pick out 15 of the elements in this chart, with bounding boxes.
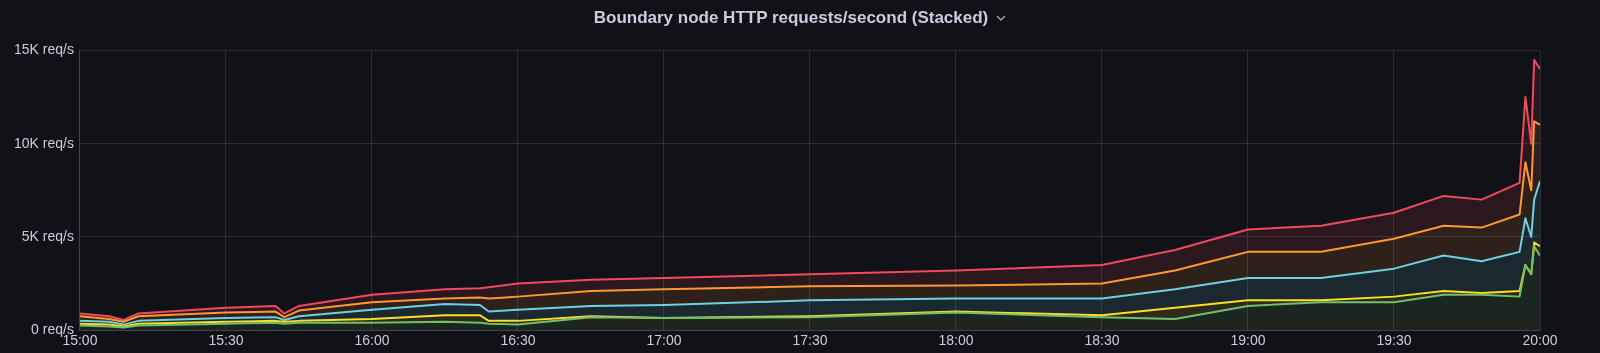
x-tick-label: 15:30: [208, 332, 244, 349]
x-tick-label: 19:00: [1230, 332, 1266, 349]
x-tick-label: 17:00: [646, 332, 682, 349]
x-tick-label: 18:30: [1084, 332, 1120, 349]
y-tick-label: 5K req/s: [21, 227, 74, 244]
x-tick-label: 17:30: [792, 332, 828, 349]
x-tick-label: 19:30: [1376, 332, 1412, 349]
x-tick-label: 20:00: [1522, 332, 1558, 349]
y-tick-label: 0 req/s: [31, 321, 74, 338]
chart-title: Boundary node HTTP requests/second (Stacked): [593, 8, 989, 28]
x-tick-label: 18:00: [938, 332, 974, 349]
x-tick-label: 16:00: [354, 332, 390, 349]
y-tick-label: 15K req/s: [13, 41, 74, 58]
y-tick-label: 10K req/s: [13, 134, 74, 151]
x-tick-label: 16:30: [500, 332, 536, 349]
